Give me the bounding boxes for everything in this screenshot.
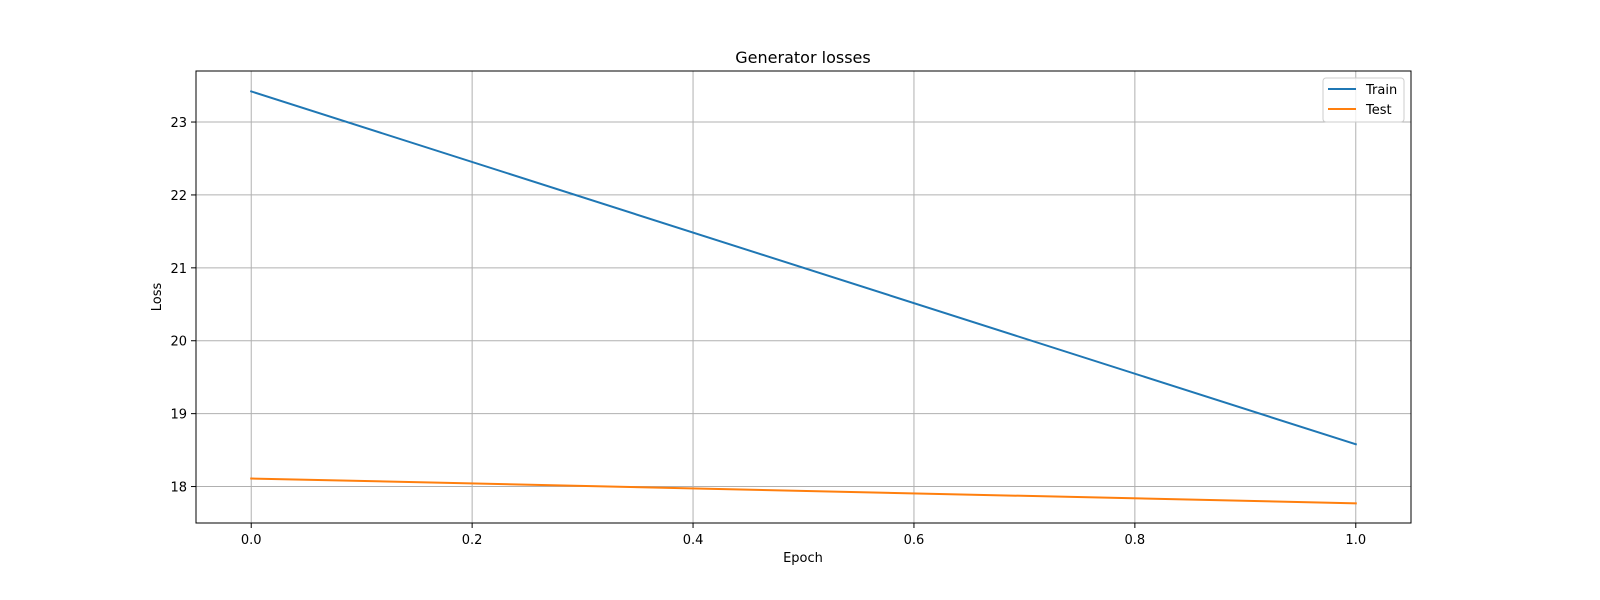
series-line-test bbox=[250, 477, 1357, 505]
plot-frame bbox=[195, 70, 1412, 524]
series-line-train bbox=[249, 90, 1358, 446]
y-axis-ticks: 18 19 20 21 22 23 bbox=[170, 116, 196, 496]
y-tick-label: 23 bbox=[170, 116, 187, 131]
x-tick-label: 0.0 bbox=[241, 533, 262, 548]
y-axis-label: Loss bbox=[150, 283, 165, 312]
series-lines bbox=[249, 90, 1358, 505]
x-tick-label: 0.6 bbox=[904, 533, 925, 548]
x-tick-label: 0.8 bbox=[1125, 533, 1146, 548]
x-tick-label: 0.4 bbox=[683, 533, 704, 548]
x-axis-ticks: 0.0 0.2 0.4 0.6 0.8 1.0 bbox=[241, 523, 1366, 548]
y-tick-label: 18 bbox=[170, 481, 187, 496]
chart-title: Generator losses bbox=[735, 48, 870, 67]
y-tick-label: 20 bbox=[170, 335, 187, 350]
x-axis-label: Epoch bbox=[783, 551, 823, 566]
y-tick-label: 19 bbox=[170, 408, 187, 423]
x-tick-label: 0.2 bbox=[462, 533, 483, 548]
y-tick-label: 21 bbox=[170, 262, 187, 277]
x-tick-label: 1.0 bbox=[1345, 533, 1366, 548]
legend-label-test: Test bbox=[1365, 103, 1392, 118]
legend-label-train: Train bbox=[1365, 83, 1397, 98]
legend: Train Test bbox=[1322, 77, 1405, 123]
y-tick-label: 22 bbox=[170, 189, 187, 204]
